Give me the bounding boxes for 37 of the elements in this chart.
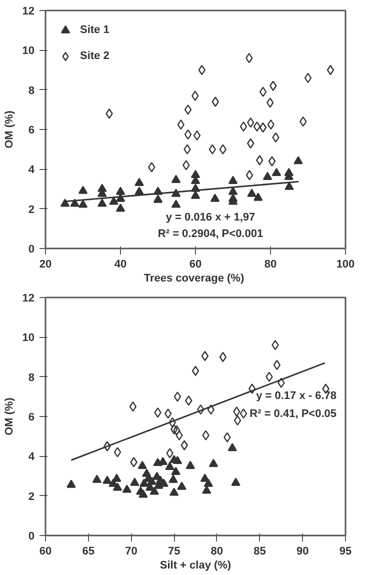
y-tick-label: 8 [28,84,35,97]
x-tick-label: 40 [114,258,127,270]
y-tick-label: 12 [22,292,35,304]
y-axis-title: OM (%) [3,397,16,436]
x-tick-label: 90 [296,546,309,558]
legend-label: Site 1 [80,24,110,36]
y-tick-label: 2 [28,204,35,216]
x-tick-label: 70 [125,546,138,558]
legend-label: Site 2 [80,50,110,62]
y-tick-label: 6 [28,412,35,424]
x-tick-label: 65 [82,546,94,558]
x-axis-title: Trees coverage (%) [144,272,244,284]
annotation: R² = 0.41, P<0.05 [250,408,337,420]
y-tick-label: 0 [28,244,35,256]
y-tick-label: 10 [22,45,35,58]
y-tick-label: 4 [28,164,36,176]
x-tick-label: 60 [189,258,202,270]
x-tick-label: 100 [336,258,355,270]
y-tick-label: 10 [22,332,35,344]
annotation: R² = 0.2904, P<0.001 [158,228,264,240]
x-tick-label: 95 [339,546,352,558]
y-tick-label: 8 [28,372,35,384]
y-tick-label: 2 [28,490,35,503]
x-tick-label: 80 [210,546,224,558]
annotation: y = 0.016 x + 1,97 [166,212,256,224]
y-tick-label: 6 [28,124,35,136]
x-tick-label: 75 [168,546,180,558]
x-tick-label: 85 [254,546,266,558]
y-tick-label: 4 [28,451,36,464]
x-tick-label: 80 [264,258,277,270]
annotation: y = 0.17 x - 6.78 [256,390,336,402]
x-tick-label: 20 [39,258,52,270]
y-axis-title: OM (%) [3,110,16,148]
x-tick-label: 60 [39,546,52,558]
y-tick-label: 12 [22,6,35,18]
x-axis-title: Silt + clay (%) [160,560,232,572]
y-tick-label: 0 [28,530,35,542]
